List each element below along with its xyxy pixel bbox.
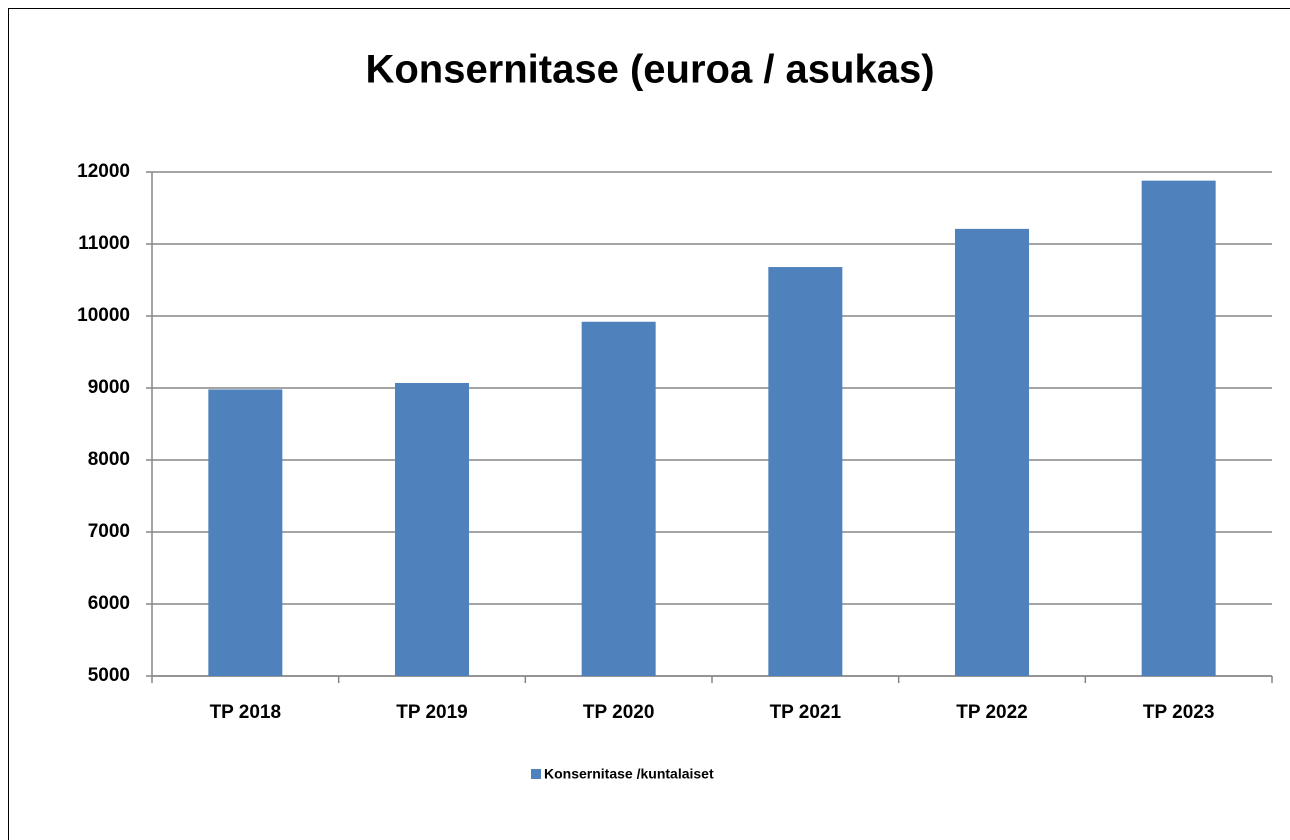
- bar: [208, 389, 283, 676]
- x-tick-label: TP 2022: [956, 702, 1027, 723]
- bar: [768, 267, 843, 676]
- y-tick-label: 7000: [88, 521, 130, 542]
- legend-label: Konsernitase /kuntalaiset: [544, 766, 714, 782]
- y-tick-label: 8000: [88, 449, 130, 470]
- y-tick-label: 9000: [88, 377, 130, 398]
- bar: [955, 228, 1029, 676]
- legend-swatch: [531, 769, 541, 779]
- y-tick-label: 6000: [88, 593, 130, 614]
- y-tick-label: 11000: [78, 233, 130, 254]
- bar: [395, 382, 469, 676]
- bar: [581, 321, 656, 676]
- x-tick-label: TP 2019: [396, 702, 467, 723]
- y-tick-label: 10000: [77, 305, 130, 326]
- x-tick-label: TP 2018: [210, 702, 281, 723]
- x-tick-label: TP 2021: [770, 702, 842, 723]
- chart-title: Konsernitase (euroa / asukas): [365, 48, 934, 92]
- x-tick-label: TP 2020: [583, 702, 654, 723]
- x-tick-label: TP 2023: [1143, 702, 1214, 723]
- bar: [1141, 180, 1216, 676]
- y-tick-label: 5000: [88, 665, 130, 686]
- y-tick-label: 12000: [77, 161, 130, 182]
